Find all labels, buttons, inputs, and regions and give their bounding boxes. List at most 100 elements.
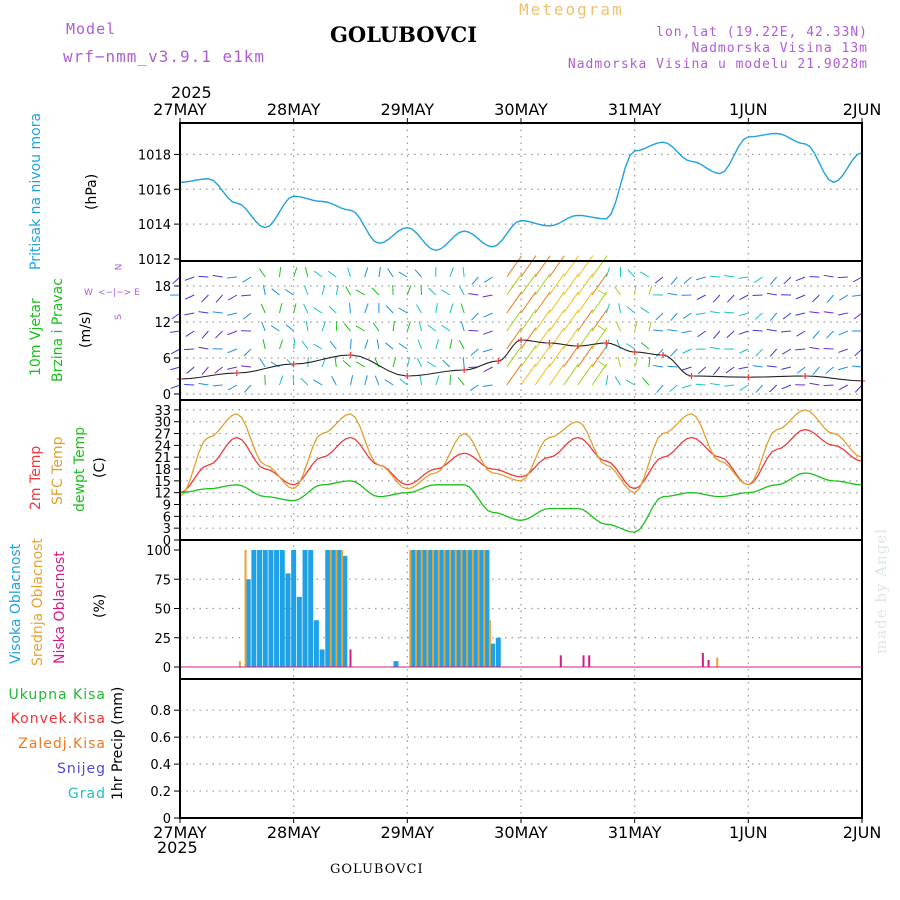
wind-arrow	[331, 375, 337, 386]
wind-arrow	[242, 312, 252, 320]
wind-arrow	[739, 294, 749, 301]
wind-arrow	[682, 348, 692, 354]
wind-arrow	[811, 294, 820, 303]
wind-axis-title-2: Brzina i Pravac	[50, 278, 66, 382]
pressure-axis-title: Pritisak na nivou mora	[28, 112, 44, 270]
y-tick-label: 50	[154, 603, 171, 618]
cloud-units: (%)	[92, 593, 108, 618]
high-cloud-bar	[296, 596, 302, 667]
wind-arrow	[615, 321, 621, 332]
wind-arrow	[335, 285, 339, 296]
wind-arrow	[809, 311, 820, 314]
wind-arrow	[639, 271, 650, 278]
high-cloud-bar	[308, 550, 314, 667]
wind-arrow	[226, 366, 237, 370]
wind-arrow	[449, 374, 452, 386]
wind-arrow	[271, 288, 280, 296]
wind-arrow	[739, 384, 749, 391]
wind-arrow	[520, 309, 537, 332]
mid-cloud-bar	[449, 550, 452, 667]
wind-arrow	[669, 384, 678, 392]
y-tick-label: 27	[154, 428, 171, 443]
wind-arrow	[470, 348, 479, 356]
wind-arrow	[278, 267, 282, 278]
wind-arrow	[724, 384, 735, 387]
wind-arrow	[838, 330, 848, 336]
y-tick-label: 12	[154, 316, 171, 331]
wind-arrow	[812, 330, 820, 339]
mid-cloud-bar	[488, 620, 491, 667]
wind-arrow	[783, 276, 792, 285]
wind-arrow	[726, 330, 735, 339]
wind-arrow	[838, 384, 849, 391]
temp2m-axis-title: 2m Temp	[28, 445, 44, 510]
high-cloud-bar	[302, 550, 308, 667]
wind-arrow	[506, 345, 523, 368]
wind-arrow	[549, 291, 565, 314]
wind-arrow	[468, 329, 479, 332]
high-cloud-bar	[438, 550, 444, 667]
wind-arrow	[591, 309, 608, 332]
wind-arrow	[292, 374, 295, 386]
wind-arrow	[752, 329, 763, 332]
wind-arrow	[293, 303, 297, 314]
wind-arrow	[435, 375, 440, 386]
wind-arrow	[372, 322, 380, 332]
y-tick-label: 15	[154, 475, 171, 490]
model-label: Model	[66, 20, 117, 38]
wind-arrow	[577, 345, 594, 368]
wind-arrow	[838, 348, 848, 353]
wind-arrow	[654, 276, 664, 284]
wind-arrow	[260, 303, 266, 314]
high-cloud-bar	[467, 550, 473, 667]
wind-arrow	[853, 312, 863, 320]
wind-arrow	[520, 327, 537, 350]
wind-arrow	[782, 348, 792, 355]
wind-arrow	[186, 366, 195, 374]
wind-arrow	[520, 363, 537, 386]
footer-station: GOLUBOVCI	[330, 862, 424, 877]
x-tick-label-bottom: 27MAY	[153, 823, 207, 842]
wind-arrow	[781, 384, 792, 390]
wind-arrow	[549, 273, 565, 296]
wind-arrow	[398, 271, 408, 278]
wind-arrow	[534, 345, 551, 368]
wind-arrow	[826, 294, 834, 303]
wind-arrow	[482, 348, 493, 353]
wind-arrow	[171, 312, 181, 320]
wind-arrow	[506, 363, 523, 386]
wind-arrow	[285, 289, 294, 296]
compass-icon: N W <−|−> E S	[84, 263, 140, 320]
wind-arrow	[670, 312, 678, 321]
wind-speed-marker	[290, 361, 297, 367]
wind-arrow	[725, 366, 735, 374]
mid-cloud-bar	[335, 550, 338, 667]
wind-arrow	[198, 382, 209, 386]
x-tick-label-bottom: 29MAY	[381, 823, 435, 842]
wind-arrow	[597, 325, 607, 332]
wind-arrow	[329, 340, 337, 350]
wind-arrow	[534, 273, 551, 296]
wind-arrow	[795, 276, 806, 282]
mid-cloud-bar	[244, 550, 247, 667]
wind-arrow	[212, 274, 223, 278]
high-cloud-bar	[490, 643, 496, 667]
x-tick-label-top: 29MAY	[381, 100, 435, 119]
y-tick-label: 33	[154, 404, 171, 419]
wind-arrow	[738, 312, 749, 317]
wind-arrow	[563, 255, 579, 278]
high-cloud-bar	[336, 550, 342, 667]
wind-arrow	[795, 294, 806, 300]
wind-arrow	[695, 383, 706, 386]
wind-speed-marker	[745, 374, 752, 381]
wind-speed-marker	[603, 340, 610, 346]
grid-layer	[180, 123, 862, 818]
compass-south: S	[113, 314, 124, 320]
wind-arrow	[435, 339, 439, 350]
y-tick-label: 6	[163, 510, 171, 525]
wind-arrow	[591, 273, 608, 296]
wind-arrow	[212, 384, 223, 387]
wind-arrow	[398, 307, 408, 314]
y-tick-label: 0	[163, 812, 171, 827]
wind-arrow	[483, 366, 493, 373]
